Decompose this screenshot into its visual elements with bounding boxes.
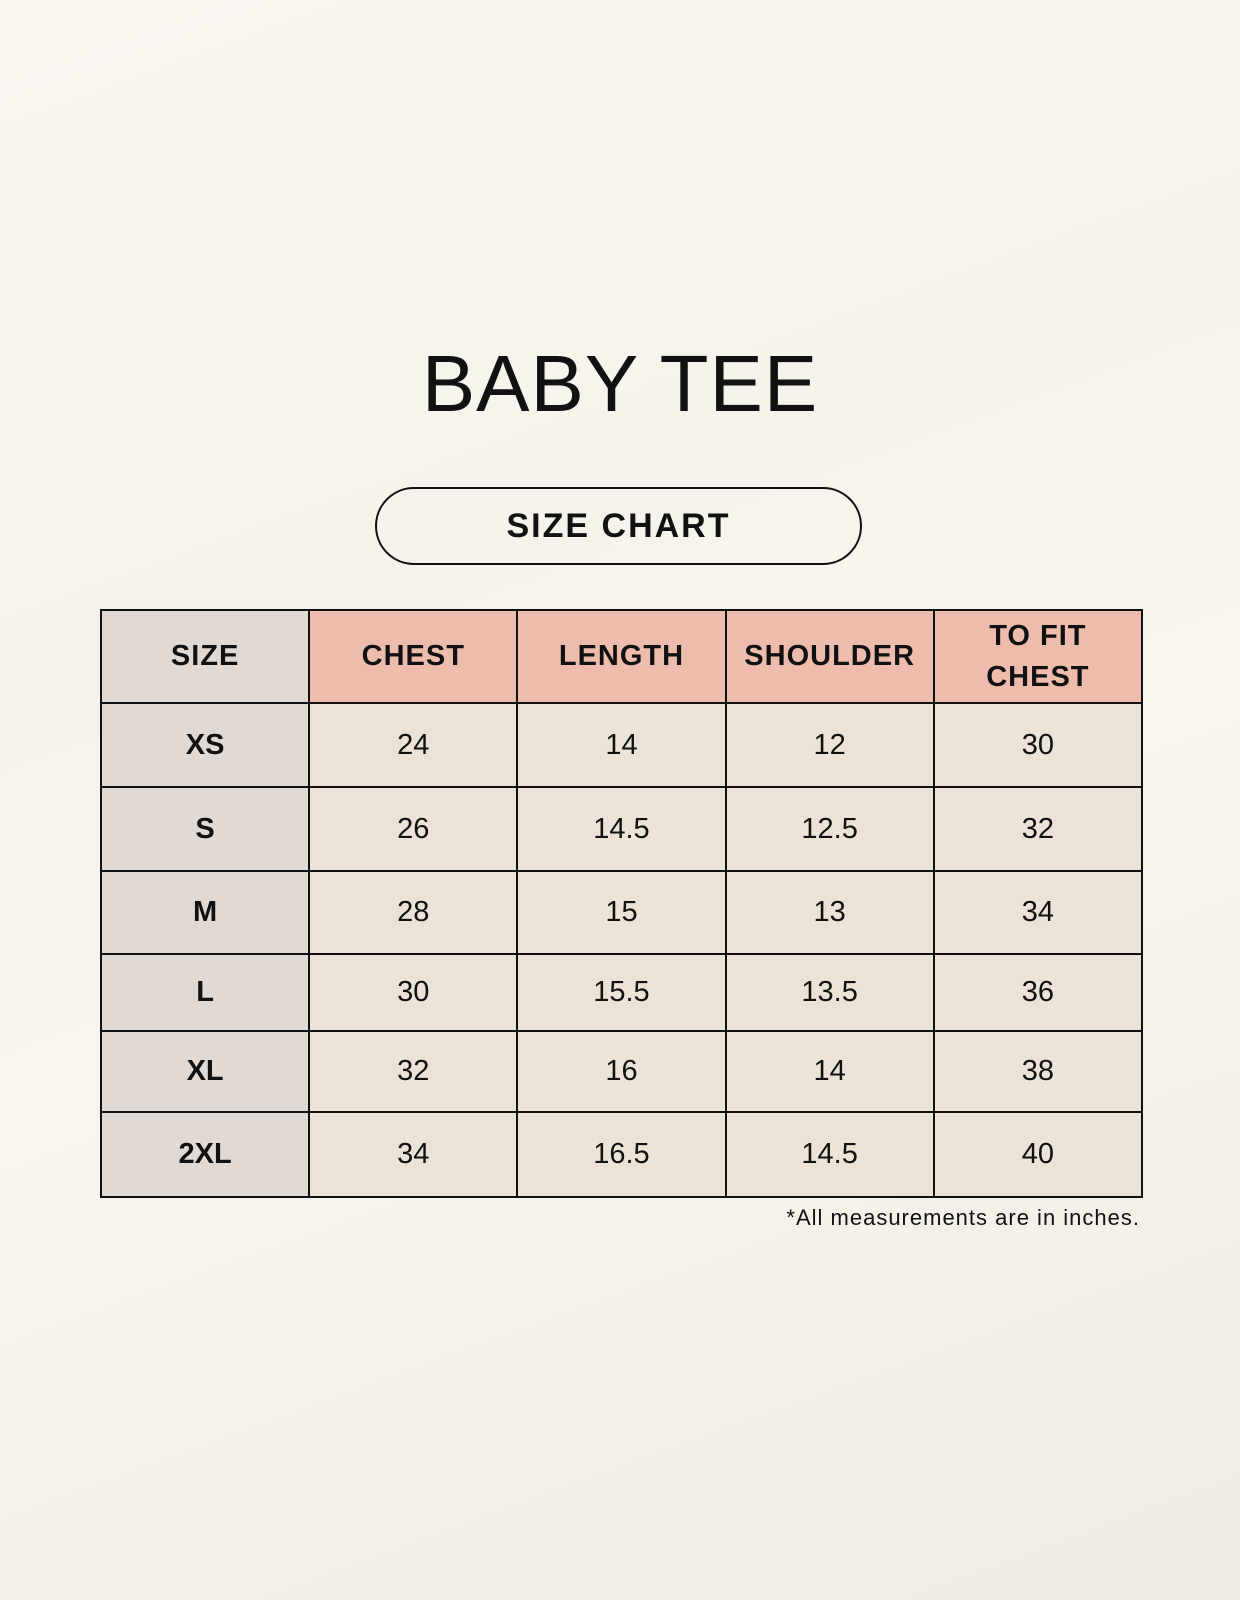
measurement-cell: 38	[932, 1030, 1144, 1113]
table-header-row: SIZE CHEST LENGTH SHOULDER TO FIT CHEST	[99, 609, 1144, 704]
size-cell: M	[99, 870, 311, 955]
measurement-cell: 16.5	[516, 1111, 727, 1198]
header-length: LENGTH	[516, 609, 727, 704]
header-size: SIZE	[99, 609, 311, 704]
footnote: *All measurements are in inches.	[786, 1205, 1140, 1230]
measurement-cell: 36	[932, 953, 1144, 1032]
table-row: L 30 15.5 13.5 36	[99, 953, 1144, 1032]
measurement-cell: 15.5	[516, 953, 727, 1032]
measurement-cell: 30	[308, 953, 519, 1032]
measurement-cell: 14	[516, 702, 727, 788]
header-shoulder: SHOULDER	[724, 609, 935, 704]
header-chest: CHEST	[308, 609, 519, 704]
measurement-cell: 24	[308, 702, 519, 788]
measurement-cell: 26	[308, 786, 519, 872]
measurement-cell: 12	[724, 702, 935, 788]
size-cell: XL	[99, 1030, 311, 1113]
table-row: XL 32 16 14 38	[99, 1030, 1144, 1113]
measurement-cell: 30	[932, 702, 1144, 788]
measurement-cell: 13.5	[724, 953, 935, 1032]
size-cell: S	[99, 786, 311, 872]
measurement-cell: 16	[516, 1030, 727, 1113]
measurement-cell: 13	[724, 870, 935, 955]
table-row: S 26 14.5 12.5 32	[99, 786, 1144, 872]
measurement-cell: 12.5	[724, 786, 935, 872]
measurement-cell: 32	[308, 1030, 519, 1113]
size-cell: XS	[99, 702, 311, 788]
measurement-cell: 15	[516, 870, 727, 955]
header-to-fit-chest: TO FIT CHEST	[932, 609, 1144, 704]
measurement-cell: 32	[932, 786, 1144, 872]
table-row: XS 24 14 12 30	[99, 702, 1144, 788]
size-cell: L	[99, 953, 311, 1032]
measurement-cell: 14.5	[516, 786, 727, 872]
measurement-cell: 34	[932, 870, 1144, 955]
measurement-cell: 40	[932, 1111, 1144, 1198]
measurement-cell: 14.5	[724, 1111, 935, 1198]
measurement-cell: 34	[308, 1111, 519, 1198]
header-to-fit-chest-text: TO FIT CHEST	[986, 619, 1090, 693]
table-row: M 28 15 13 34	[99, 870, 1144, 955]
table-row: 2XL 34 16.5 14.5 40	[99, 1111, 1144, 1198]
size-cell: 2XL	[99, 1111, 311, 1198]
measurement-cell: 28	[308, 870, 519, 955]
page-title: BABY TEE	[421, 339, 819, 428]
size-chart-label: SIZE CHART	[375, 487, 862, 565]
size-table: SIZE CHEST LENGTH SHOULDER TO FIT CHEST …	[99, 609, 1144, 1198]
measurement-cell: 14	[724, 1030, 935, 1113]
